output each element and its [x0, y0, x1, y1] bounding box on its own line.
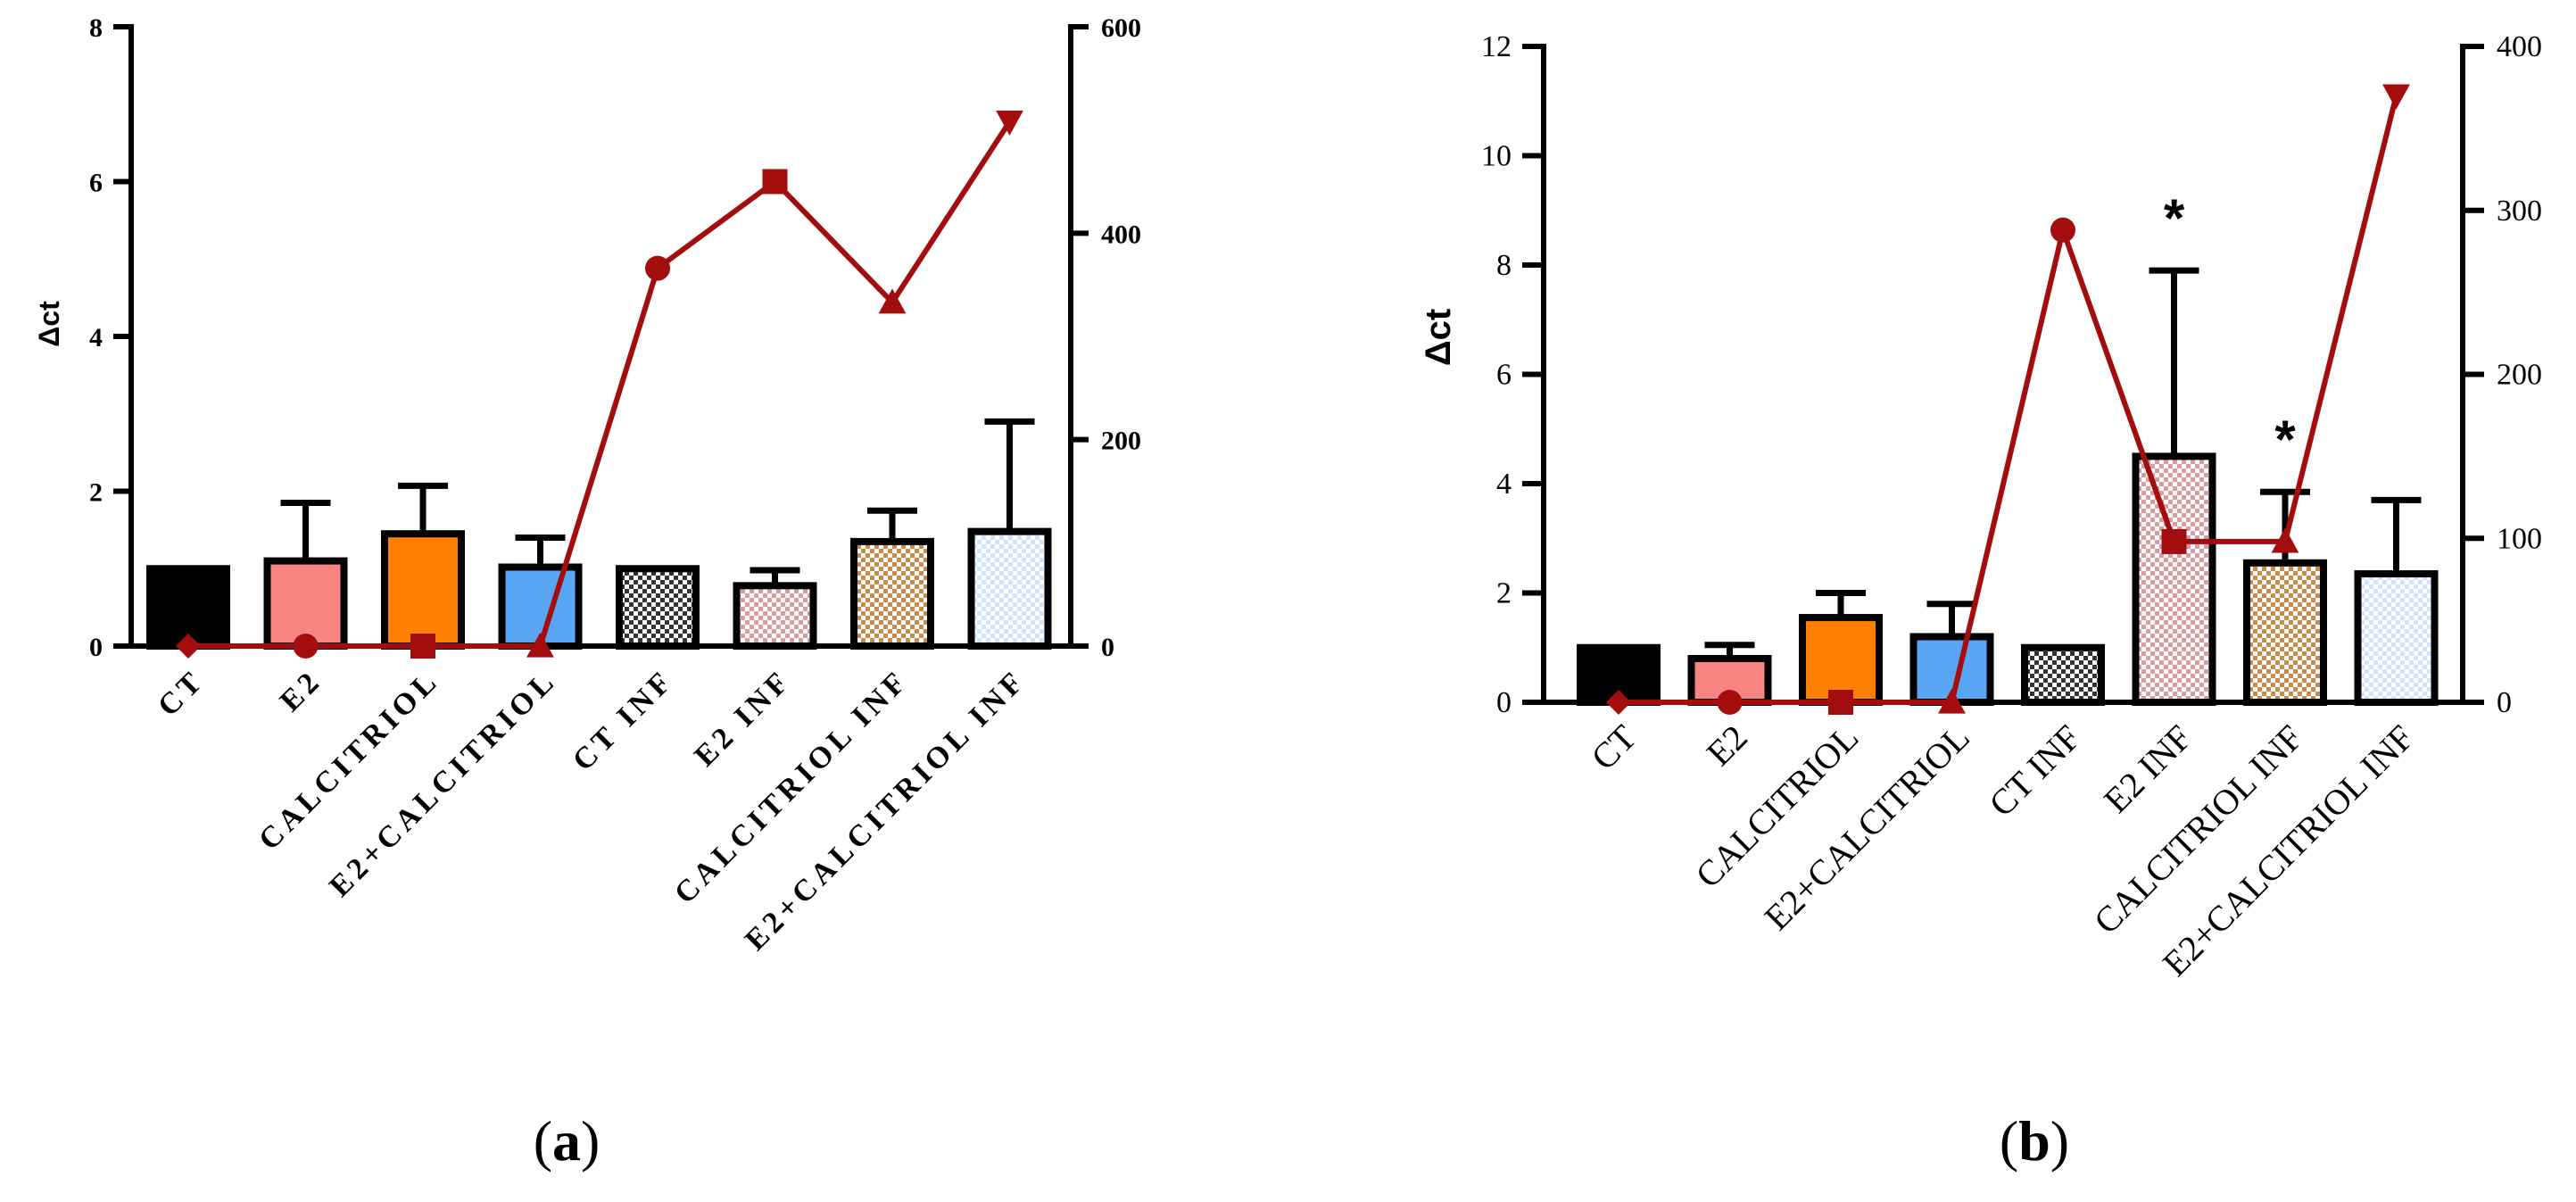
left-tick-label: 12	[1481, 30, 1512, 63]
series-marker-circle	[1717, 690, 1743, 715]
left-tick-label: 0	[1496, 686, 1512, 719]
series-marker-diamond	[1606, 690, 1631, 715]
category-label: CT INF	[567, 663, 681, 777]
bar-calcitriol	[1799, 614, 1883, 706]
bar-calcitriol	[381, 530, 465, 651]
panel-a-y-axis-label: Δct	[33, 301, 65, 347]
series-marker-circle	[293, 634, 319, 659]
left-tick-label: 8	[1496, 249, 1512, 282]
right-tick-label: 300	[2497, 195, 2542, 228]
series-marker-circle	[645, 255, 670, 281]
left-tick-label: 4	[89, 323, 103, 352]
series-marker-square	[762, 169, 788, 195]
category-label: CALCITRIOL INF	[2086, 717, 2311, 942]
bar-calcitriol-inf	[2243, 559, 2327, 706]
left-tick-label: 2	[89, 478, 103, 508]
series-marker-diamond	[176, 634, 201, 659]
bar-e2-calcitriol-inf	[2354, 570, 2439, 706]
right-tick-label: 400	[2497, 30, 2542, 63]
right-tick-label: 600	[1101, 13, 1141, 43]
category-label: E2 INF	[688, 663, 798, 773]
right-tick-label: 200	[2497, 359, 2542, 392]
series-marker-triangle	[526, 632, 554, 658]
category-label: CALCITRIOL INF	[668, 663, 915, 910]
category-label: E2+CALCITRIOL	[1757, 717, 1977, 938]
right-tick-label: 400	[1101, 220, 1141, 249]
series-marker-square	[2161, 528, 2187, 554]
bar-e2-inf	[733, 582, 817, 651]
right-tick-label: 200	[1101, 427, 1141, 456]
bar-ct-inf	[616, 565, 700, 650]
panel-a-label: (a)	[534, 1109, 601, 1173]
left-tick-label: 8	[89, 13, 103, 43]
category-label: CT	[1583, 717, 1644, 778]
left-tick-label: 10	[1481, 140, 1512, 173]
bar-e2-inf	[2132, 452, 2216, 706]
bar-calcitriol-inf	[850, 537, 934, 651]
category-label: E2	[1699, 717, 1755, 774]
bar-e2	[263, 557, 348, 651]
secondary-line-series	[1619, 95, 2399, 705]
right-tick-label: 100	[2497, 522, 2542, 555]
panel-b-label: (b)	[2000, 1109, 2069, 1173]
category-label: CT	[152, 663, 211, 723]
series-marker-square	[410, 634, 435, 659]
category-label: E2 INF	[2096, 717, 2199, 821]
category-label: E2+CALCITRIOL	[323, 663, 563, 903]
category-label: CT INF	[1981, 717, 2088, 825]
left-tick-label: 2	[1496, 577, 1512, 610]
series-marker-triangle	[1938, 688, 1966, 714]
secondary-line-series	[188, 120, 1013, 649]
series-marker-square	[1828, 690, 1853, 715]
bar-ct	[146, 565, 230, 650]
left-tick-label: 0	[89, 633, 103, 662]
bar-e2-calcitriol-inf	[967, 527, 1052, 650]
left-tick-label: 6	[1496, 359, 1512, 392]
panel-b-y-axis-label: Δct	[1419, 309, 1458, 366]
significance-marker: *	[2274, 410, 2296, 469]
right-tick-label: 0	[1101, 633, 1114, 662]
panel-b-chart: * * 0 2 4 6 8 10 12 0 100 200 300 400 CT E2 CALCITRIO…	[1419, 30, 2542, 1173]
series-marker-triangle	[878, 288, 907, 314]
series-marker-triangle-down	[2382, 84, 2410, 110]
series-marker-triangle	[2271, 527, 2299, 553]
series-marker-triangle-down	[996, 110, 1023, 136]
left-tick-label: 6	[89, 169, 103, 198]
series-marker-circle	[2050, 217, 2075, 243]
bar-ct-inf	[2021, 643, 2105, 706]
right-tick-label: 0	[2497, 686, 2512, 719]
left-tick-label: 4	[1496, 468, 1512, 501]
category-label: E2	[274, 663, 328, 717]
significance-marker: *	[2164, 188, 2185, 248]
